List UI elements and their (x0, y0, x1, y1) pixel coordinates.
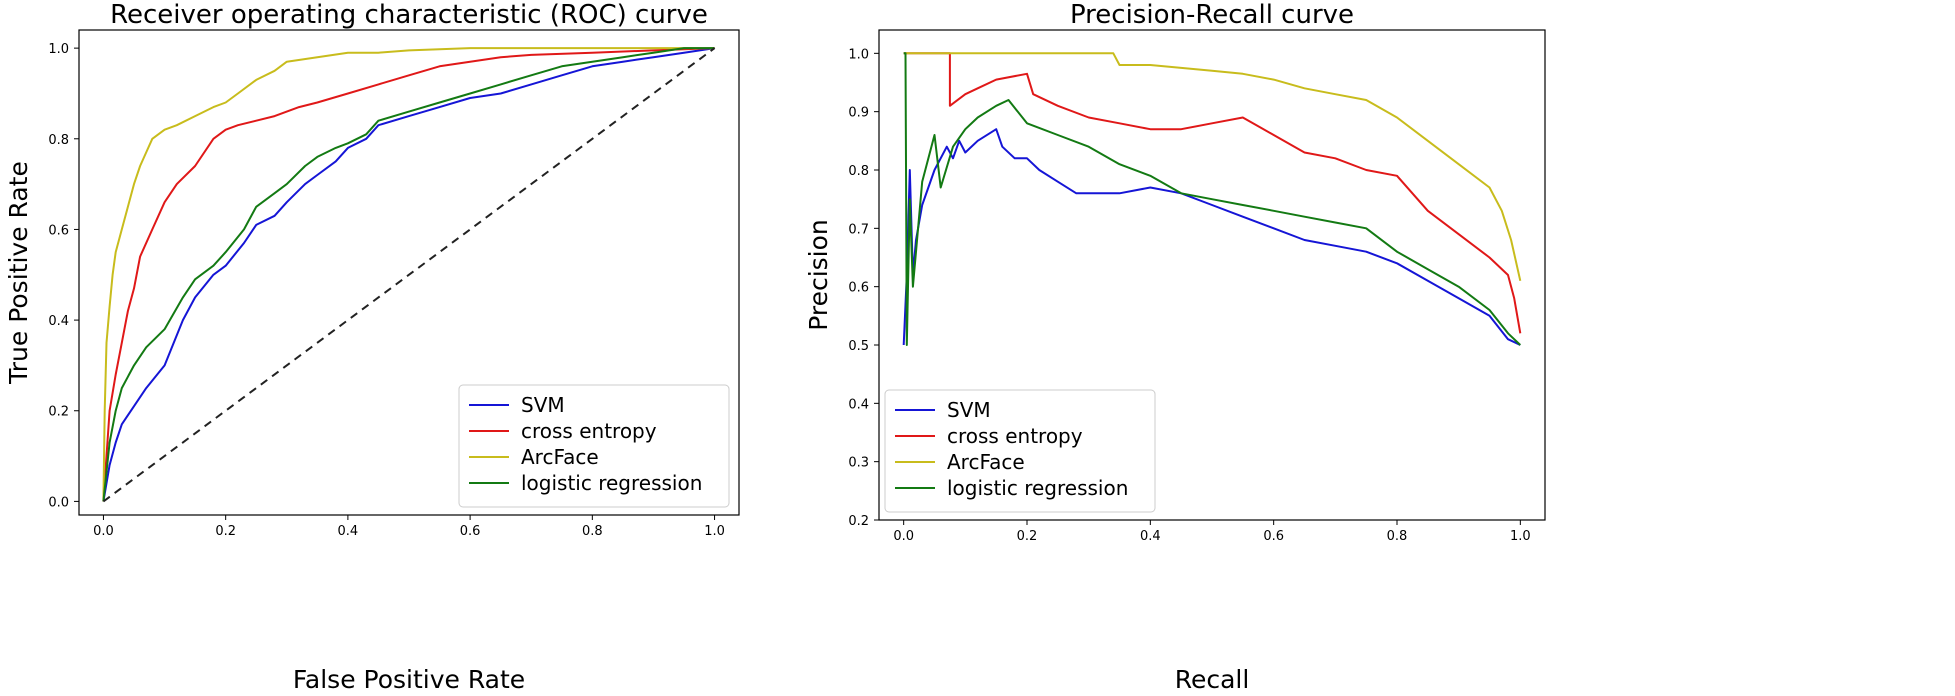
x-tick-label: 1.0 (1510, 529, 1531, 544)
chart-title: Receiver operating characteristic (ROC) … (110, 0, 708, 30)
series-group (902, 52, 1522, 346)
y-tick-label: 0.4 (848, 397, 869, 412)
x-axis-label: Recall (1175, 665, 1250, 694)
x-tick-label: 0.4 (1140, 529, 1161, 544)
pr-chart: Precision-Recall curve 0.0 0.2 0.4 0.6 0.8 1.0… (804, 0, 1546, 694)
x-tick-label: 0.6 (460, 524, 481, 539)
plot-frame (878, 29, 1546, 521)
legend-label-cross-entropy: cross entropy (521, 419, 657, 443)
y-tick-label: 1.0 (48, 42, 69, 57)
series-line-logistic-regression (903, 52, 1521, 346)
legend-label-arcface: ArcFace (947, 450, 1025, 474)
y-tick-label: 0.6 (848, 281, 869, 296)
series-line-svm (902, 128, 1521, 346)
legend-box (884, 389, 1156, 513)
x-axis-label: False Positive Rate (293, 665, 525, 694)
y-tick-label: 0.8 (48, 133, 69, 148)
x-tick-label: 0.2 (1017, 529, 1038, 544)
y-tick-label: 0.7 (848, 222, 869, 237)
plot-frame (78, 29, 740, 516)
y-tick-label: 0.9 (848, 106, 869, 121)
series-line-logistic-regression (102, 47, 715, 502)
y-axis-label: True Positive Rate (4, 161, 33, 385)
series-group (102, 47, 716, 503)
y-tick-label: 0.5 (848, 339, 869, 354)
series-line-arcface (102, 47, 715, 502)
legend-label-arcface: ArcFace (521, 445, 599, 469)
x-tick-label: 0.6 (1263, 529, 1284, 544)
x-tick-label: 0.8 (582, 524, 603, 539)
y-tick-label: 0.6 (48, 223, 69, 238)
x-tick-label: 0.8 (1387, 529, 1408, 544)
y-tick-label: 0.8 (848, 164, 869, 179)
y-tick-label: 0.0 (48, 495, 69, 510)
x-tick-label: 1.0 (704, 524, 725, 539)
series-line-chance (102, 47, 716, 503)
y-tick-label: 0.2 (848, 514, 869, 529)
chart-title: Precision-Recall curve (1070, 0, 1354, 30)
y-tick-label: 0.4 (48, 314, 69, 329)
legend-label-logistic-regression: logistic regression (521, 471, 702, 495)
x-tick-label: 0.2 (215, 524, 236, 539)
x-tick-label: 0.0 (93, 524, 114, 539)
roc-chart: Receiver operating characteristic (ROC) … (4, 0, 740, 694)
legend-label-svm: SVM (947, 398, 991, 422)
series-line-svm (102, 47, 715, 502)
series-line-arcface (903, 52, 1522, 282)
legend-box (458, 384, 730, 508)
series-line-cross-entropy (102, 47, 715, 502)
y-tick-label: 1.0 (848, 47, 869, 62)
y-axis-label: Precision (804, 219, 833, 331)
x-tick-label: 0.4 (338, 524, 359, 539)
legend-label-logistic-regression: logistic regression (947, 476, 1128, 500)
y-tick-label: 0.2 (48, 405, 69, 420)
y-tick-label: 0.3 (848, 456, 869, 471)
legend-label-cross-entropy: cross entropy (947, 424, 1083, 448)
legend-label-svm: SVM (521, 393, 565, 417)
x-tick-label: 0.0 (893, 529, 914, 544)
series-line-cross-entropy (903, 52, 1522, 334)
